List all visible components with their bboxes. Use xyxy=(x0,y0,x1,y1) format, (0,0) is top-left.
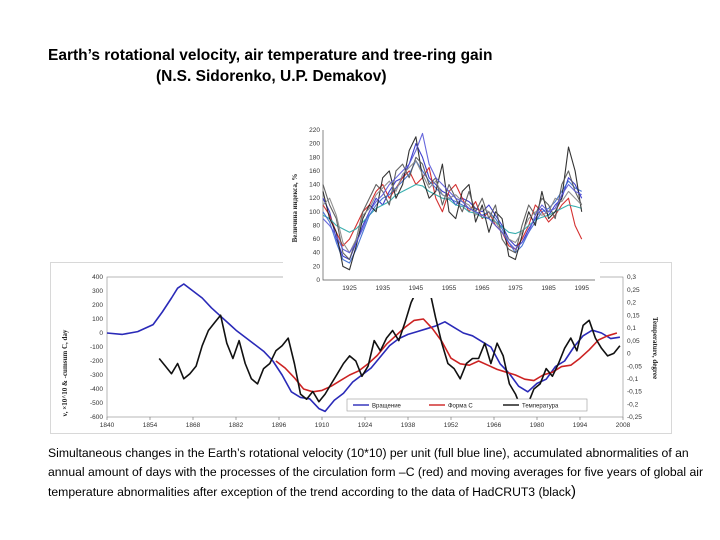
main-y-tick-label: -300 xyxy=(90,372,103,379)
inset-y-axis-title: Величина индекса, % xyxy=(291,174,299,243)
inset-y-tick-label: 20 xyxy=(313,263,321,270)
main-legend: Вращение Форма С Температура xyxy=(346,398,588,412)
inset-series-6 xyxy=(322,156,583,261)
main-y2-tick-label: -0,15 xyxy=(627,389,642,396)
main-y-axis-title: ν, ×10^10 & -cumsum C, day xyxy=(61,329,69,417)
main-y-tick-label: -500 xyxy=(90,400,103,407)
main-y2-tick-label: 0,2 xyxy=(627,300,636,307)
main-x-tick-label: 1980 xyxy=(530,422,545,429)
inset-y-tick-label: 0 xyxy=(316,277,320,284)
inset-x-tick-label: 1985 xyxy=(541,285,556,292)
main-series-rotation xyxy=(106,283,621,413)
slide-authors: (N.S. Sidorenko, U.P. Demakov) xyxy=(156,68,387,85)
inset-y-tick-label: 200 xyxy=(309,141,320,148)
inset-series-5 xyxy=(322,136,583,271)
main-x-tick-label: 1854 xyxy=(143,422,158,429)
main-y2-tick-label: -0,25 xyxy=(627,414,642,421)
main-x-tick-label: 1868 xyxy=(186,422,201,429)
main-y2-tick-label: 0,25 xyxy=(627,287,640,294)
inset-x-tick-label: 1945 xyxy=(409,285,424,292)
main-y2-tick-label: 0,1 xyxy=(627,325,636,332)
inset-y-tick-label: 120 xyxy=(309,195,320,202)
main-x-tick-label: 1938 xyxy=(401,422,416,429)
main-x-tick-label: 1840 xyxy=(100,422,115,429)
main-y-tick-label: 0 xyxy=(99,330,103,337)
inset-x-tick-label: 1935 xyxy=(375,285,390,292)
inset-series-2 xyxy=(322,166,583,250)
figure-caption: Simultaneous changes in the Earth’s rota… xyxy=(48,444,708,502)
main-y2-tick-label: -0,05 xyxy=(627,363,642,370)
inset-axes-lines xyxy=(322,130,595,281)
main-y2-tick-label: 0,05 xyxy=(627,338,640,345)
inset-y-tick-label: 160 xyxy=(309,168,320,175)
inset-chart: 0 20 40 60 80 100 120 140 160 180 200 220 1925 1935 19… xyxy=(291,127,595,292)
main-y2-axis-title: Temperature, degree xyxy=(651,317,659,379)
inset-y-tick-label: 140 xyxy=(309,182,320,189)
main-x-tick-label: 1924 xyxy=(358,422,373,429)
inset-y-tick-label: 60 xyxy=(313,236,321,243)
main-x-tick-label: 1896 xyxy=(272,422,287,429)
caption-text: Simultaneous changes in the Earth’s rota… xyxy=(48,446,704,499)
main-plot-frame xyxy=(106,276,624,418)
inset-y-tick-label: 40 xyxy=(313,250,321,257)
main-x-tick-label: 1910 xyxy=(315,422,330,429)
caption-close-paren: ) xyxy=(571,483,576,500)
main-y-tick-label: 400 xyxy=(92,274,103,281)
inset-series-8 xyxy=(322,132,582,254)
main-y2-tick-label: -0,1 xyxy=(627,376,639,383)
inset-y-tick-label: 220 xyxy=(309,127,320,134)
slide-title: Earth’s rotational velocity, air tempera… xyxy=(48,47,493,64)
legend-label-rotation: Вращение xyxy=(372,404,402,410)
main-y-tick-label: -600 xyxy=(90,414,103,421)
inset-series-3 xyxy=(322,183,582,235)
main-x-tick-label: 2008 xyxy=(616,422,631,429)
main-y-tick-label: 200 xyxy=(92,302,103,309)
main-y-tick-label: -400 xyxy=(90,386,103,393)
main-x-tick-label: 1994 xyxy=(573,422,588,429)
main-x-tick-label: 1966 xyxy=(487,422,502,429)
legend-label-temperature: Температура xyxy=(522,404,559,410)
inset-x-tick-label: 1965 xyxy=(475,285,490,292)
main-x-tick-label: 1952 xyxy=(444,422,459,429)
inset-x-tick-label: 1925 xyxy=(342,285,357,292)
main-y-tick-label: 300 xyxy=(92,288,103,295)
main-y-tick-label: 100 xyxy=(92,316,103,323)
inset-y-tick-label: 100 xyxy=(309,209,320,216)
inset-series-7 xyxy=(322,160,583,254)
inset-x-tick-label: 1975 xyxy=(508,285,523,292)
inset-chart-panel: 0 20 40 60 80 100 120 140 160 180 200 220 1925 1935 19… xyxy=(283,120,600,298)
main-y2-tick-label: 0,15 xyxy=(627,312,640,319)
inset-x-tick-label: 1995 xyxy=(574,285,589,292)
main-y2-tick-label: 0,3 xyxy=(627,274,636,281)
main-x-tick-label: 1882 xyxy=(229,422,244,429)
main-series-form-c xyxy=(275,318,618,393)
inset-x-tick-label: 1955 xyxy=(442,285,457,292)
main-series-temperature xyxy=(158,283,621,411)
main-y2-tick-label: 0 xyxy=(627,351,631,358)
legend-label-form-c: Форма С xyxy=(448,404,473,410)
main-y-tick-label: -100 xyxy=(90,344,103,351)
main-y-tick-label: -200 xyxy=(90,358,103,365)
inset-y-tick-label: 180 xyxy=(309,154,320,161)
main-y2-tick-label: -0,2 xyxy=(627,401,639,408)
inset-series-4 xyxy=(322,160,582,264)
inset-y-tick-label: 80 xyxy=(313,222,321,229)
